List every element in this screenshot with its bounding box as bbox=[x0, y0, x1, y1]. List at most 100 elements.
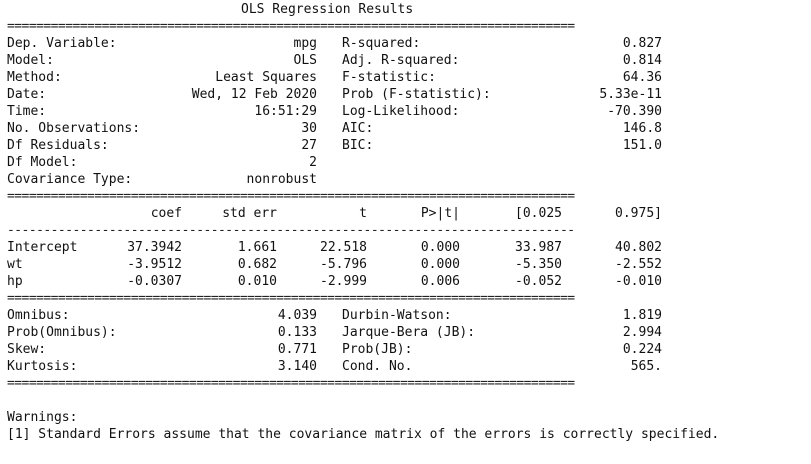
diag-row: Skew: 0.771 Prob(JB): 0.224 bbox=[7, 341, 662, 358]
column-header: coef bbox=[150, 206, 182, 221]
info-row: Method: Least Squares F-statistic: 64.36 bbox=[7, 69, 662, 86]
ci-upper-value: -2.552 bbox=[615, 257, 662, 272]
diag-label: Kurtosis: bbox=[7, 359, 78, 374]
std-err-value: 0.682 bbox=[237, 257, 277, 272]
info-row: Df Residuals: 27 BIC: 151.0 bbox=[7, 137, 662, 154]
t-value: -2.999 bbox=[320, 274, 367, 289]
stat-value: 5.33e-11 bbox=[599, 87, 662, 102]
warnings-heading: Warnings: bbox=[7, 410, 78, 425]
diag-row: Omnibus: 4.039 Durbin-Watson: 1.819 bbox=[7, 307, 662, 324]
info-value: OLS bbox=[293, 53, 317, 68]
info-row: Dep. Variable: mpg R-squared: 0.827 bbox=[7, 35, 662, 52]
stat-label: Adj. R-squared: bbox=[342, 53, 460, 68]
diag-label: Prob(JB): bbox=[342, 342, 413, 357]
info-value: Least Squares bbox=[215, 70, 317, 85]
info-row: Time: 16:51:29 Log-Likelihood: -70.390 bbox=[7, 103, 662, 120]
rule-double: ========================================… bbox=[7, 291, 575, 306]
diag-label: Omnibus: bbox=[7, 308, 70, 323]
stat-value: 64.36 bbox=[622, 70, 662, 85]
stat-value: 151.0 bbox=[622, 138, 662, 153]
info-label: Time: bbox=[7, 104, 47, 119]
ci-upper-value: 40.802 bbox=[615, 240, 662, 255]
diag-label: Prob(Omnibus): bbox=[7, 325, 117, 340]
info-label: Df Model: bbox=[7, 155, 78, 170]
stat-value: 0.814 bbox=[622, 53, 662, 68]
diag-label: Cond. No. bbox=[342, 359, 413, 374]
info-label: Df Residuals: bbox=[7, 138, 109, 153]
stat-value: 0.827 bbox=[622, 36, 662, 51]
diag-value: 1.819 bbox=[622, 308, 662, 323]
coef-value: -3.9512 bbox=[127, 257, 182, 272]
ols-summary: OLS Regression Results =================… bbox=[7, 0, 807, 464]
p-value: 0.000 bbox=[420, 257, 460, 272]
info-value: 30 bbox=[301, 121, 317, 136]
diag-label: Skew: bbox=[7, 342, 47, 357]
ci-lower-value: -0.052 bbox=[515, 274, 562, 289]
info-value: Wed, 12 Feb 2020 bbox=[191, 87, 317, 102]
ci-lower-value: -5.350 bbox=[515, 257, 562, 272]
p-value: 0.000 bbox=[420, 240, 460, 255]
stat-label: AIC: bbox=[342, 121, 374, 136]
std-err-value: 0.010 bbox=[237, 274, 277, 289]
coef-row: hp -0.0307 0.010 -2.999 0.006 -0.052 -0.… bbox=[7, 273, 662, 290]
info-row: No. Observations: 30 AIC: 146.8 bbox=[7, 120, 662, 137]
diag-value: 4.039 bbox=[277, 308, 317, 323]
info-label: No. Observations: bbox=[7, 121, 141, 136]
info-label: Method: bbox=[7, 70, 62, 85]
coef-row: wt -3.9512 0.682 -5.796 0.000 -5.350 -2.… bbox=[7, 256, 662, 273]
coef-row: Intercept 37.3942 1.661 22.518 0.000 33.… bbox=[7, 239, 662, 256]
diag-value: 565. bbox=[630, 359, 662, 374]
stat-value: -70.390 bbox=[607, 104, 662, 119]
coef-value: 37.3942 bbox=[127, 240, 182, 255]
diag-label: Jarque-Bera (JB): bbox=[342, 325, 476, 340]
info-row: Date: Wed, 12 Feb 2020 Prob (F-statistic… bbox=[7, 86, 662, 103]
info-row: Model: OLS Adj. R-squared: 0.814 bbox=[7, 52, 662, 69]
rule-single: ----------------------------------------… bbox=[7, 223, 575, 238]
column-header: 0.975] bbox=[615, 206, 662, 221]
info-label: Date: bbox=[7, 87, 47, 102]
stat-label: BIC: bbox=[342, 138, 374, 153]
rule-double: ========================================… bbox=[7, 189, 575, 204]
info-value: mpg bbox=[293, 36, 317, 51]
rule-double: ========================================… bbox=[7, 376, 575, 391]
info-row: Covariance Type: nonrobust bbox=[7, 171, 662, 188]
info-value: 16:51:29 bbox=[254, 104, 317, 119]
stat-label: Prob (F-statistic): bbox=[342, 87, 491, 102]
info-label: Covariance Type: bbox=[7, 172, 133, 187]
variable-name: hp bbox=[7, 274, 23, 289]
diag-value: 2.994 bbox=[622, 325, 662, 340]
column-header: std err bbox=[222, 206, 277, 221]
diag-value: 0.224 bbox=[622, 342, 662, 357]
stat-label: F-statistic: bbox=[342, 70, 436, 85]
diag-value: 3.140 bbox=[277, 359, 317, 374]
ci-upper-value: -0.010 bbox=[615, 274, 662, 289]
diag-label: Durbin-Watson: bbox=[342, 308, 452, 323]
diag-row: Kurtosis: 3.140 Cond. No. 565. bbox=[7, 358, 662, 375]
stat-label: Log-Likelihood: bbox=[342, 104, 460, 119]
diag-row: Prob(Omnibus): 0.133 Jarque-Bera (JB): 2… bbox=[7, 324, 662, 341]
column-header: P>|t| bbox=[420, 206, 460, 221]
stat-value: 146.8 bbox=[622, 121, 662, 136]
std-err-value: 1.661 bbox=[237, 240, 277, 255]
info-label: Model: bbox=[7, 53, 54, 68]
info-label: Dep. Variable: bbox=[7, 36, 117, 51]
rule-double: ========================================… bbox=[7, 19, 575, 34]
summary-title: OLS Regression Results bbox=[241, 2, 414, 17]
column-header: [0.025 bbox=[515, 206, 562, 221]
stat-label: R-squared: bbox=[342, 36, 421, 51]
info-value: 27 bbox=[301, 138, 317, 153]
t-value: 22.518 bbox=[320, 240, 367, 255]
info-value: nonrobust bbox=[246, 172, 317, 187]
coef-value: -0.0307 bbox=[127, 274, 182, 289]
diag-value: 0.771 bbox=[277, 342, 317, 357]
ci-lower-value: 33.987 bbox=[515, 240, 562, 255]
info-row: Df Model: 2 bbox=[7, 154, 662, 171]
diag-value: 0.133 bbox=[277, 325, 317, 340]
coef-header-row: coef std err t P>|t| [0.025 0.975] bbox=[7, 205, 662, 222]
info-value: 2 bbox=[309, 155, 317, 170]
variable-name: wt bbox=[7, 257, 23, 272]
t-value: -5.796 bbox=[320, 257, 367, 272]
p-value: 0.006 bbox=[420, 274, 460, 289]
warning-item: [1] Standard Errors assume that the cova… bbox=[7, 427, 720, 442]
column-header: t bbox=[359, 206, 367, 221]
